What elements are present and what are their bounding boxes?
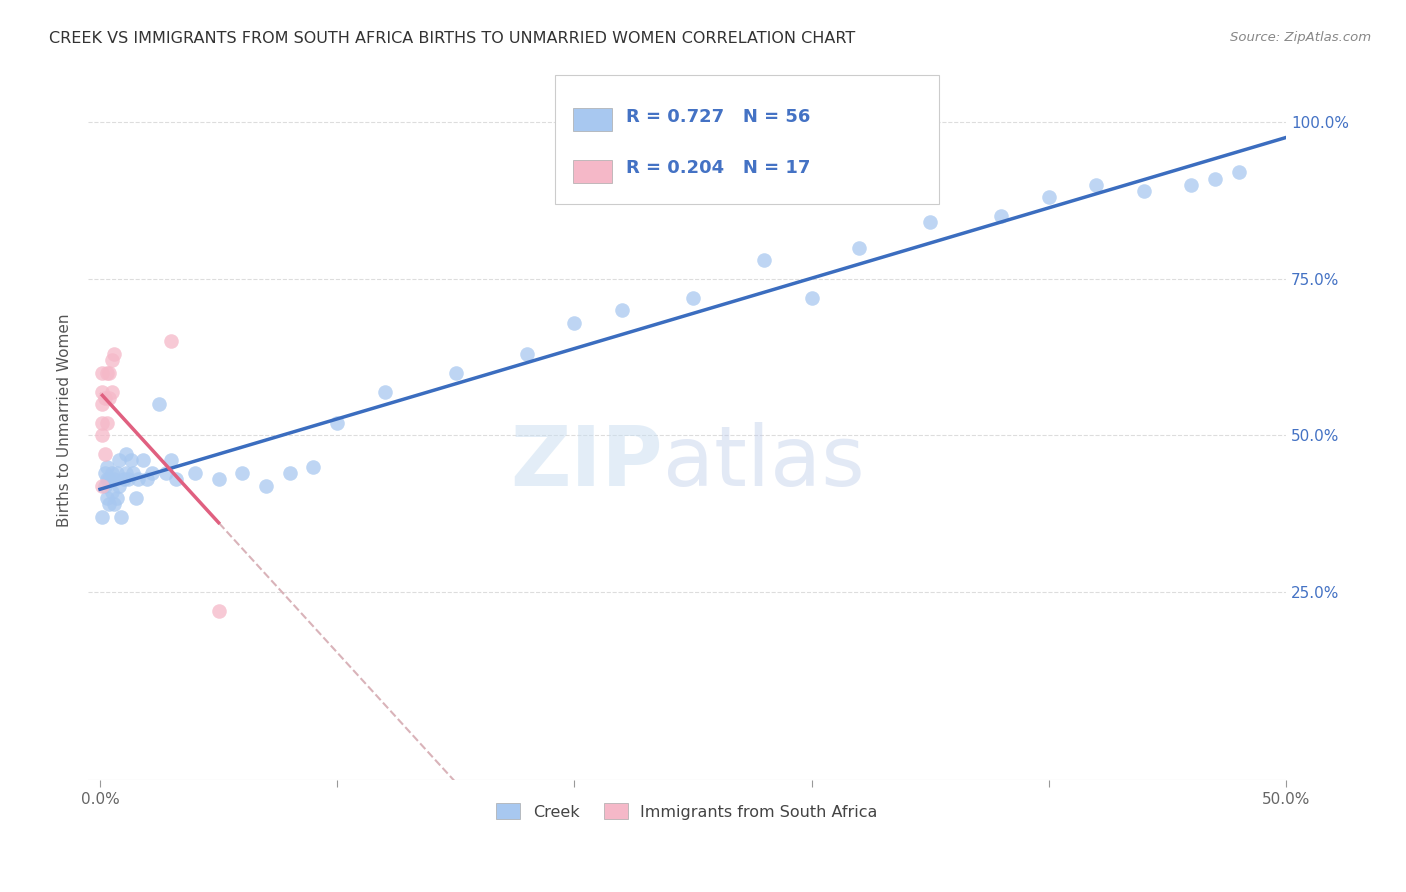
Point — [91, 428, 114, 442]
Point — [444, 366, 467, 380]
Point — [91, 366, 114, 380]
Text: atlas: atlas — [664, 423, 865, 503]
Point — [96, 491, 118, 505]
Point — [374, 384, 396, 399]
Point — [101, 484, 124, 499]
Point — [108, 478, 131, 492]
Point — [101, 466, 124, 480]
Point — [96, 366, 118, 380]
Point — [326, 416, 349, 430]
Point — [1085, 178, 1108, 192]
Legend: Creek, Immigrants from South Africa: Creek, Immigrants from South Africa — [489, 797, 884, 826]
Point — [160, 453, 183, 467]
FancyBboxPatch shape — [555, 76, 939, 203]
Point — [94, 466, 117, 480]
Point — [516, 347, 538, 361]
Point — [141, 466, 163, 480]
Point — [98, 497, 121, 511]
Point — [1180, 178, 1202, 192]
Point — [155, 466, 177, 480]
Point — [115, 447, 138, 461]
Point — [112, 472, 135, 486]
Point — [254, 478, 277, 492]
Point — [98, 391, 121, 405]
Text: ZIP: ZIP — [510, 423, 664, 503]
Point — [103, 347, 125, 361]
Point — [610, 303, 633, 318]
Point — [98, 366, 121, 380]
Point — [160, 334, 183, 349]
Point — [848, 240, 870, 254]
Point — [207, 472, 229, 486]
FancyBboxPatch shape — [574, 160, 612, 183]
Point — [105, 491, 128, 505]
Point — [165, 472, 187, 486]
Point — [1132, 184, 1154, 198]
Point — [103, 497, 125, 511]
FancyBboxPatch shape — [574, 108, 612, 131]
Point — [105, 466, 128, 480]
Point — [184, 466, 207, 480]
Point — [108, 453, 131, 467]
Point — [91, 384, 114, 399]
Point — [148, 397, 170, 411]
Point — [800, 291, 823, 305]
Point — [207, 604, 229, 618]
Text: R = 0.204   N = 17: R = 0.204 N = 17 — [626, 160, 810, 178]
Point — [1204, 171, 1226, 186]
Point — [117, 472, 139, 486]
Point — [127, 472, 149, 486]
Point — [131, 453, 153, 467]
Point — [136, 472, 159, 486]
Point — [91, 478, 114, 492]
Point — [96, 472, 118, 486]
Point — [94, 391, 117, 405]
Point — [682, 291, 704, 305]
Point — [94, 478, 117, 492]
Point — [990, 209, 1012, 223]
Point — [278, 466, 301, 480]
Point — [124, 491, 146, 505]
Point — [103, 472, 125, 486]
Point — [115, 466, 138, 480]
Point — [920, 215, 942, 229]
Y-axis label: Births to Unmarried Women: Births to Unmarried Women — [58, 313, 72, 526]
Text: Source: ZipAtlas.com: Source: ZipAtlas.com — [1230, 31, 1371, 45]
Point — [101, 384, 124, 399]
Point — [101, 353, 124, 368]
Point — [96, 459, 118, 474]
Point — [110, 509, 132, 524]
Text: R = 0.727   N = 56: R = 0.727 N = 56 — [626, 108, 810, 126]
Point — [91, 416, 114, 430]
Point — [91, 509, 114, 524]
Point — [1038, 190, 1060, 204]
Point — [231, 466, 253, 480]
Point — [96, 416, 118, 430]
Point — [752, 253, 775, 268]
Point — [1227, 165, 1250, 179]
Point — [91, 397, 114, 411]
Point — [98, 472, 121, 486]
Point — [564, 316, 586, 330]
Point — [120, 453, 142, 467]
Point — [302, 459, 325, 474]
Point — [94, 447, 117, 461]
Text: CREEK VS IMMIGRANTS FROM SOUTH AFRICA BIRTHS TO UNMARRIED WOMEN CORRELATION CHAR: CREEK VS IMMIGRANTS FROM SOUTH AFRICA BI… — [49, 31, 855, 46]
Point — [122, 466, 145, 480]
